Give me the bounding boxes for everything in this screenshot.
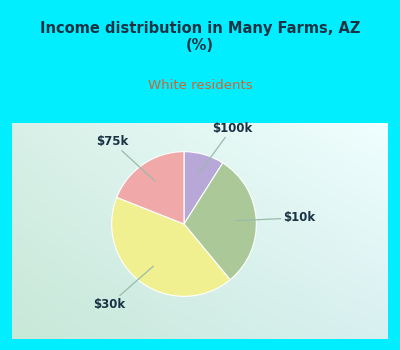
Text: $30k: $30k [93,266,153,311]
Text: White residents: White residents [148,79,252,92]
Wedge shape [112,197,230,296]
Text: Income distribution in Many Farms, AZ
(%): Income distribution in Many Farms, AZ (%… [40,21,360,53]
Text: $100k: $100k [198,122,252,174]
Wedge shape [117,152,184,224]
Text: $10k: $10k [236,211,316,224]
Wedge shape [184,152,223,224]
Wedge shape [184,163,256,280]
Text: $75k: $75k [96,135,155,181]
